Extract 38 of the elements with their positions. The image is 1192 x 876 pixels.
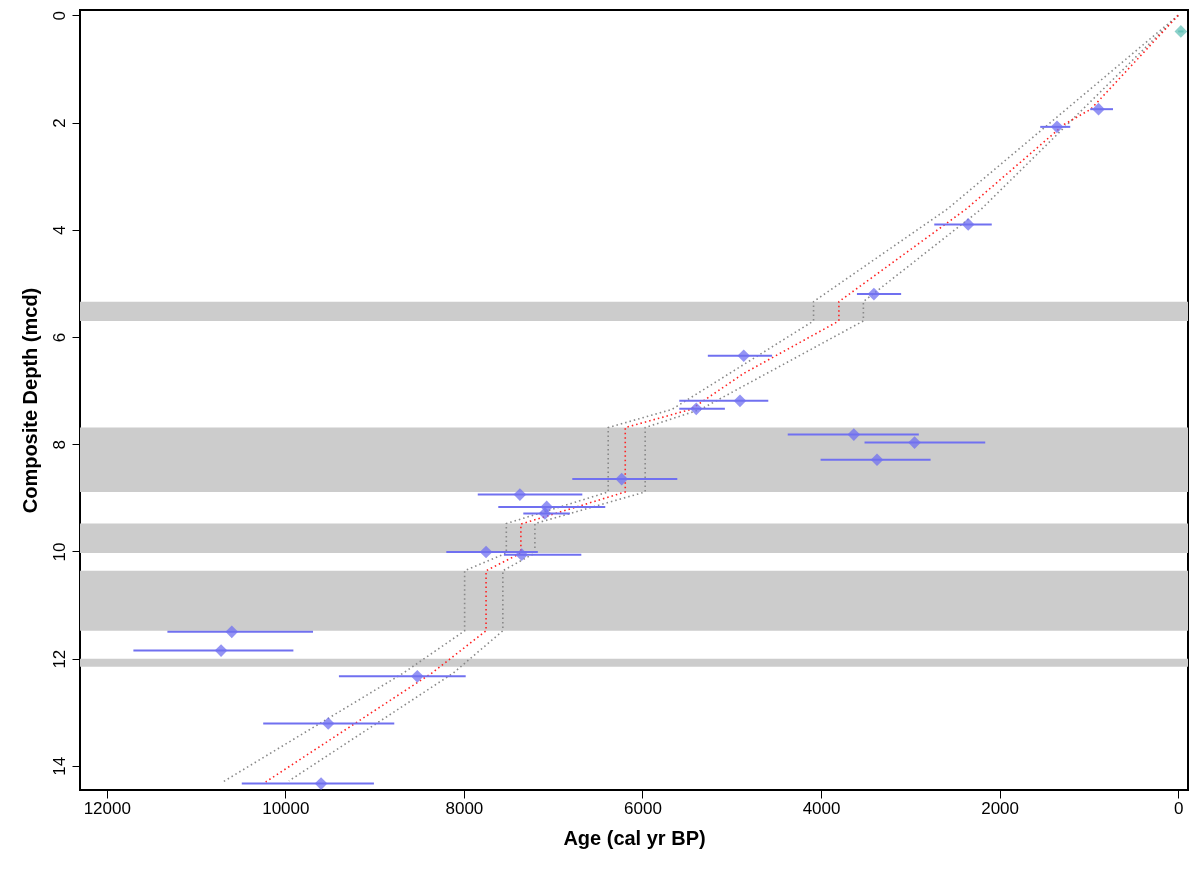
y-tick-label: 4 <box>49 225 69 236</box>
point <box>961 218 975 231</box>
point <box>410 670 424 683</box>
x-tick-label: 10000 <box>262 798 310 818</box>
x-tick-label: 12000 <box>83 798 131 818</box>
point <box>908 436 921 449</box>
point <box>538 507 552 520</box>
y-axis-title: Composite Depth (mcd) <box>18 287 41 514</box>
x-tick-label: 4000 <box>802 798 841 818</box>
point <box>867 287 881 301</box>
y-tick-label: 14 <box>49 756 69 776</box>
x-axis-title: Age (cal yr BP) <box>563 826 706 849</box>
point <box>870 453 884 467</box>
y-tick-label: 0 <box>49 11 69 21</box>
point <box>1174 25 1188 38</box>
point <box>321 717 335 730</box>
x-tick-label: 8000 <box>445 798 484 818</box>
point <box>225 625 239 639</box>
y-tick-label: 10 <box>49 542 69 562</box>
x-tick-label: 2000 <box>981 798 1020 818</box>
y-tick-label: 8 <box>49 439 69 450</box>
point <box>847 428 861 441</box>
point <box>314 777 328 790</box>
y-tick-label: 6 <box>49 332 69 343</box>
point <box>737 349 751 363</box>
point <box>1050 120 1064 134</box>
point <box>515 548 529 561</box>
point <box>214 644 228 657</box>
x-tick-label: 0 <box>1173 798 1184 818</box>
point <box>733 394 747 408</box>
point <box>615 472 628 486</box>
point <box>479 545 493 559</box>
point <box>1092 102 1105 116</box>
point <box>513 488 527 501</box>
y-tick-label: 2 <box>49 118 69 128</box>
y-tick-label: 12 <box>49 649 69 669</box>
x-tick-label: 6000 <box>624 798 662 818</box>
point <box>689 402 703 416</box>
